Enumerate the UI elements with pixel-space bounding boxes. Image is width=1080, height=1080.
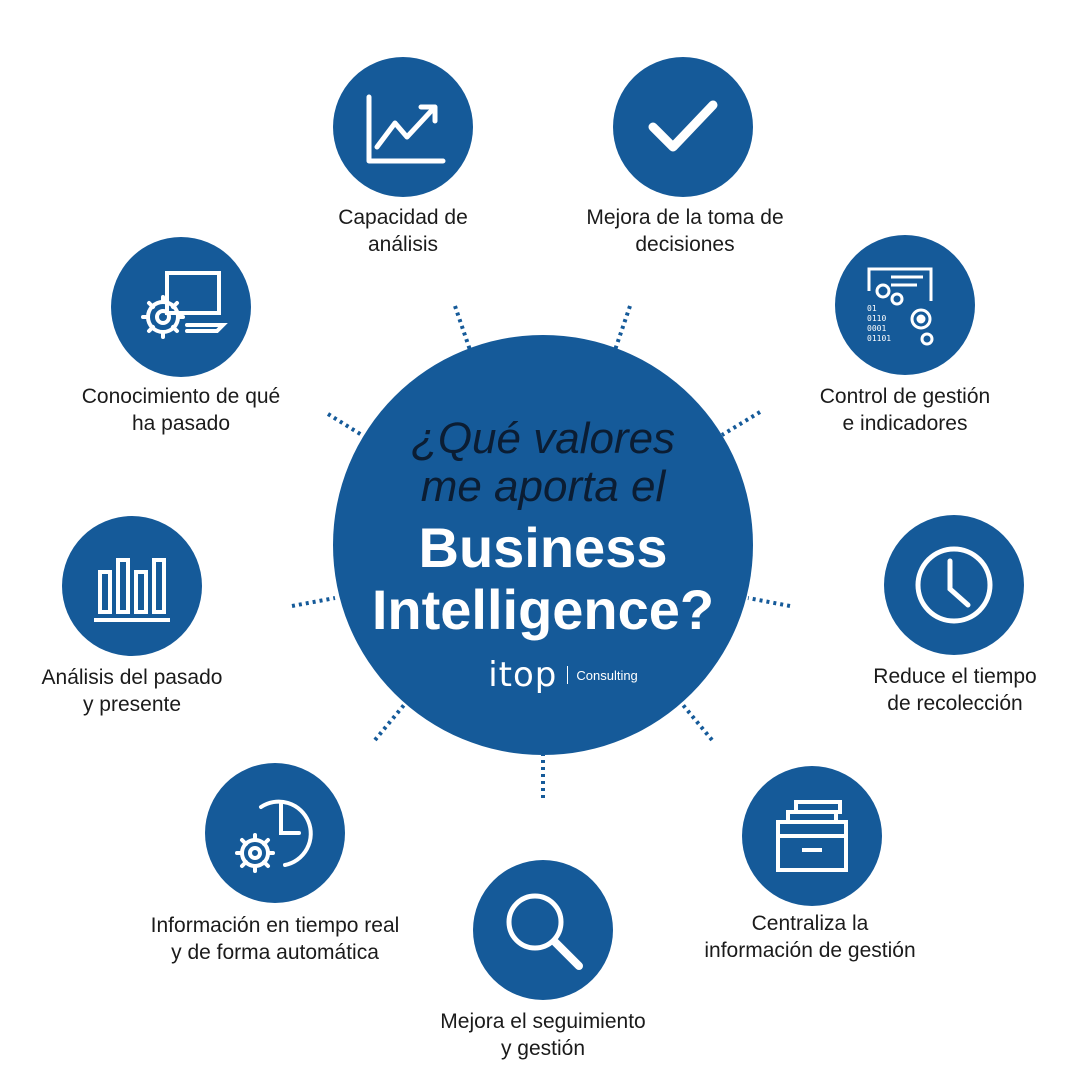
- business-intelligence-line-2: Intelligence?: [371, 578, 715, 641]
- central-question-circle: ¿Qué valores me aporta el Business Intel…: [333, 335, 753, 755]
- ray: [453, 305, 472, 351]
- itop-logo: itop: [488, 655, 558, 695]
- benefit-circle-tracking: [473, 860, 613, 1000]
- benefit-circle-past-knowledge: [111, 237, 251, 377]
- ray: [373, 703, 406, 742]
- ray: [613, 305, 632, 351]
- benefit-label-decision-making: Mejora de la toma de decisiones: [586, 206, 784, 256]
- benefit-label-centralize-info: Centraliza la información de gestión: [704, 912, 916, 962]
- ray: [326, 412, 367, 439]
- benefit-label-analysis-capacity: Capacidad de análisis: [338, 206, 468, 256]
- ray: [720, 410, 762, 437]
- magnifier-icon: [506, 893, 583, 970]
- benefit-label-tracking: Mejora el seguimiento y gestión: [440, 1010, 646, 1060]
- benefit-circle-collection-time: [884, 515, 1024, 655]
- bar-chart-icon: [94, 558, 170, 622]
- clock-icon: [915, 546, 993, 624]
- binary-text: 01: [867, 304, 877, 313]
- laptop-gear-icon: [141, 271, 228, 339]
- dashboard-gears-icon: 01 0110 0001 01101: [867, 267, 934, 346]
- business-intelligence-line-1: Business: [418, 516, 668, 579]
- checkmark-icon: [648, 100, 718, 152]
- benefit-label-past-present-analysis: Análisis del pasado y presente: [41, 666, 223, 716]
- benefit-circle-centralize-info: [742, 766, 882, 906]
- brand-separator: [567, 666, 569, 684]
- brand-consulting-text: Consulting: [576, 667, 638, 683]
- benefit-circle-management-control: 01 0110 0001 01101: [835, 235, 975, 375]
- benefit-circle-analysis-capacity: [333, 57, 473, 197]
- benefit-label-collection-time: Reduce el tiempo de recolección: [873, 665, 1037, 715]
- itop-brand: itop Consulting: [488, 655, 638, 695]
- binary-text: 0110: [867, 314, 886, 323]
- benefit-label-past-knowledge: Conocimiento de qué ha pasado: [81, 385, 281, 435]
- ray: [291, 596, 336, 608]
- ray: [747, 596, 791, 608]
- ray: [681, 703, 714, 742]
- benefit-circle-past-present-analysis: [62, 516, 202, 656]
- benefit-label-real-time-info: Información en tiempo real y de forma au…: [150, 914, 400, 964]
- question-line-2: me aporta el: [420, 462, 666, 511]
- binary-text: 01101: [867, 334, 891, 343]
- growth-chart-icon: [366, 94, 446, 164]
- file-cabinet-icon: [776, 800, 848, 872]
- question-line-1: ¿Qué valores: [410, 414, 676, 463]
- benefit-label-management-control: Control de gestión e indicadores: [819, 385, 991, 435]
- binary-text: 0001: [867, 324, 886, 333]
- clock-gear-icon: [235, 799, 313, 873]
- benefit-circle-decision-making: [613, 57, 753, 197]
- benefit-circle-real-time-info: [205, 763, 345, 903]
